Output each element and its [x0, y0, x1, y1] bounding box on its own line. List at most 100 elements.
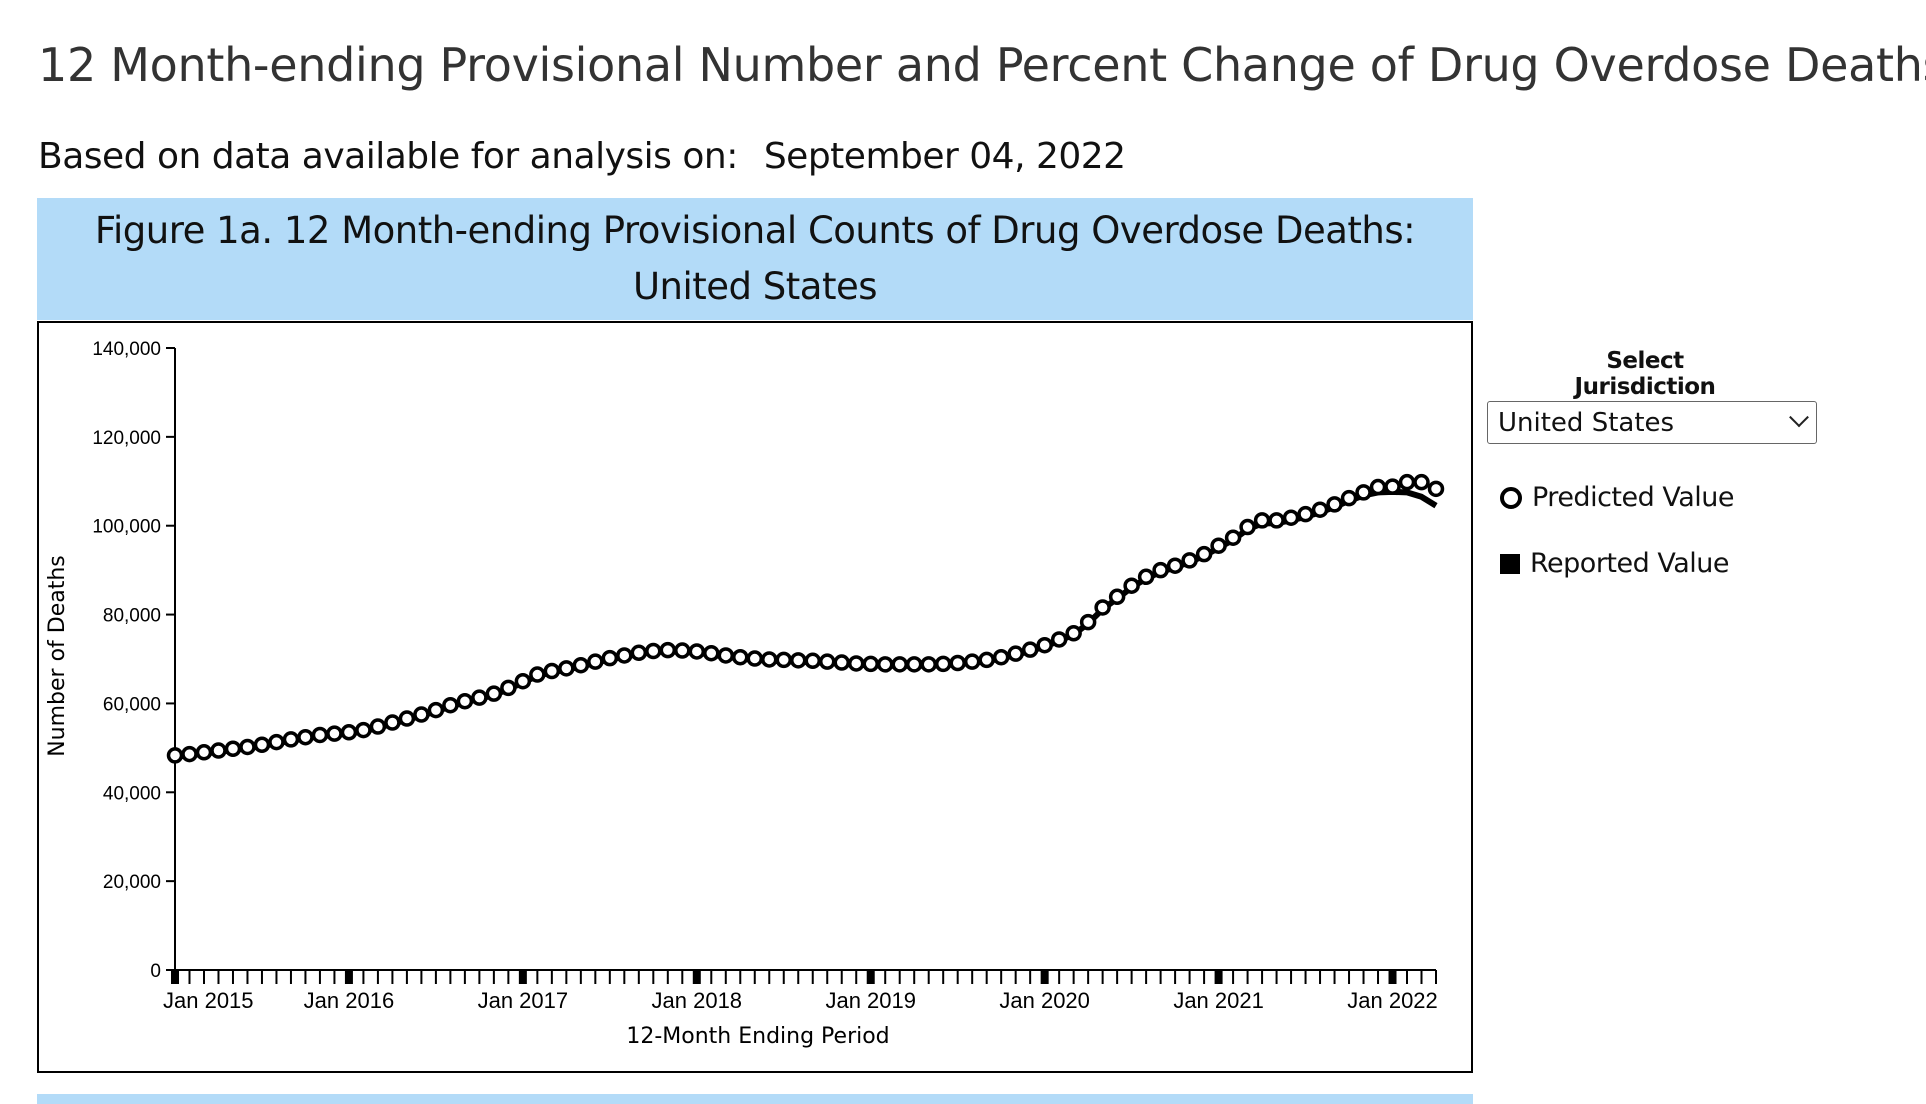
- predicted-point: [210, 742, 227, 759]
- y-tick-label: 60,000: [103, 694, 161, 715]
- legend-reported-label: Reported Value: [1530, 548, 1729, 579]
- y-tick-label: 40,000: [103, 783, 161, 804]
- predicted-point: [1282, 509, 1300, 526]
- predicted-point: [1050, 631, 1068, 648]
- predicted-point: [601, 649, 619, 667]
- predicted-point: [674, 642, 691, 659]
- predicted-point: [616, 647, 633, 664]
- predicted-point: [311, 726, 329, 744]
- x-tick-label: Jan 2019: [825, 988, 916, 1013]
- predicted-point: [1268, 512, 1285, 529]
- analysis-date-line: Based on data available for analysis on:…: [38, 136, 1126, 177]
- predicted-point: [1253, 512, 1271, 529]
- x-axis-title: 12-Month Ending Period: [626, 1024, 889, 1049]
- open-circle-icon: [1500, 486, 1522, 509]
- chart-svg: 0 20,000 40,000 60,000 80,000 100,000 120,000 1…: [45, 339, 1445, 1049]
- predicted-point: [1065, 624, 1082, 642]
- predicted-point: [1340, 489, 1358, 507]
- x-tick-label: Jan 2021: [1173, 988, 1264, 1013]
- x-tick-label: Jan 2015: [163, 988, 254, 1013]
- y-tick-label: 100,000: [92, 517, 161, 538]
- x-tick-label: Jan 2017: [478, 988, 569, 1013]
- y-tick-label: 0: [150, 961, 161, 982]
- y-tick-label: 120,000: [92, 428, 161, 449]
- x-tick-label: Jan 2018: [652, 988, 743, 1013]
- y-tick-label: 20,000: [103, 872, 161, 893]
- x-tick-label: Jan 2020: [999, 988, 1090, 1013]
- predicted-point: [949, 654, 966, 672]
- figure-header: Figure 1a. 12 Month-ending Provisional C…: [37, 198, 1473, 320]
- predicted-point: [471, 689, 488, 706]
- predicted-point: [1094, 599, 1111, 616]
- predicted-point: [659, 641, 677, 659]
- predicted-point: [195, 744, 213, 761]
- legend-predicted-label: Predicted Value: [1532, 482, 1734, 513]
- predicted-point: [1152, 561, 1169, 579]
- predicted-point: [340, 724, 358, 741]
- jurisdiction-select-value: United States: [1498, 407, 1675, 438]
- figure-title: Figure 1a. 12 Month-ending Provisional C…: [94, 209, 1416, 308]
- chart-container: 0 20,000 40,000 60,000 80,000 100,000 120,000 1…: [37, 321, 1473, 1073]
- predicted-point: [833, 654, 850, 671]
- predicted-point: [572, 656, 590, 674]
- predicted-point: [500, 679, 517, 697]
- predicted-point: [1036, 636, 1053, 654]
- predicted-point: [1007, 645, 1024, 662]
- predicted-point: [268, 733, 285, 751]
- predicted-point: [746, 650, 764, 667]
- page-title: 12 Month-ending Provisional Number and P…: [38, 38, 1926, 92]
- predicted-point: [1311, 501, 1329, 518]
- predicted-point: [761, 651, 778, 668]
- predicted-point: [732, 648, 749, 666]
- predicted-point: [297, 728, 314, 746]
- predicted-value-points: [166, 473, 1445, 764]
- jurisdiction-select[interactable]: United States: [1487, 401, 1817, 444]
- predicted-point: [1137, 568, 1155, 586]
- predicted-point: [818, 653, 836, 670]
- predicted-point: [688, 643, 706, 660]
- legend-reported: Reported Value: [1500, 548, 1729, 579]
- predicted-point: [1195, 545, 1213, 563]
- y-tick-label: 140,000: [92, 339, 161, 360]
- predicted-point: [529, 666, 546, 683]
- predicted-point: [1021, 641, 1039, 658]
- x-tick-label: Jan 2022: [1347, 988, 1438, 1013]
- predicted-point: [1108, 588, 1126, 606]
- predicted-point: [369, 718, 387, 735]
- predicted-point: [630, 644, 648, 662]
- predicted-point: [1427, 480, 1445, 498]
- predicted-point: [1181, 552, 1198, 569]
- predicted-point: [1369, 478, 1387, 496]
- predicted-point: [920, 656, 937, 673]
- predicted-point: [717, 647, 735, 664]
- predicted-point: [1413, 473, 1430, 491]
- predicted-point: [963, 653, 981, 670]
- predicted-point: [847, 655, 865, 672]
- predicted-point: [934, 655, 952, 673]
- y-axis-title: Number of Deaths: [45, 555, 70, 757]
- predicted-point: [1123, 577, 1140, 594]
- predicted-point: [1297, 505, 1314, 523]
- predicted-point: [876, 656, 894, 673]
- predicted-point: [181, 745, 198, 763]
- predicted-point: [282, 731, 300, 748]
- predicted-point: [1326, 496, 1343, 513]
- predicted-point: [166, 747, 184, 764]
- predicted-point: [891, 656, 908, 673]
- filled-square-icon: [1500, 553, 1520, 574]
- predicted-point: [543, 662, 561, 680]
- predicted-point: [1398, 473, 1416, 491]
- chevron-down-icon: [1789, 406, 1809, 427]
- predicted-point: [645, 642, 662, 660]
- predicted-point: [355, 721, 372, 739]
- predicted-point: [427, 701, 445, 719]
- predicted-point: [253, 736, 271, 753]
- predicted-point: [1166, 557, 1184, 574]
- legend-predicted: Predicted Value: [1500, 482, 1734, 513]
- analysis-date: September 04, 2022: [763, 136, 1126, 177]
- predicted-point: [398, 710, 416, 727]
- predicted-point: [1239, 518, 1256, 536]
- predicted-point: [224, 740, 242, 757]
- analysis-date-label: Based on data available for analysis on:: [38, 136, 738, 177]
- predicted-point: [992, 648, 1010, 666]
